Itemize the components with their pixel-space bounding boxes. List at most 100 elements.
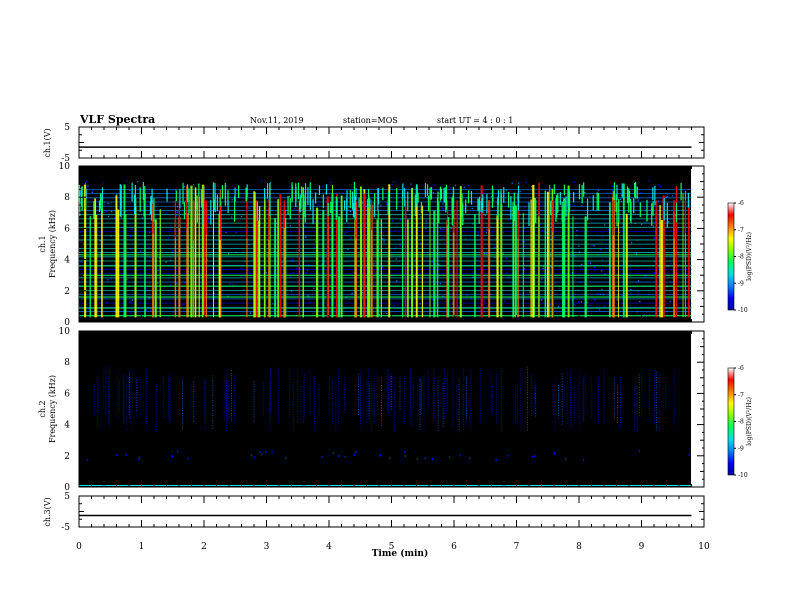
spec1-noise-pixel [550,223,552,225]
spec1-noise-pixel [637,280,640,282]
spec1-noise-pixel [674,264,676,266]
spec1-noise-pixel [617,295,619,297]
spec1-noise-pixel [352,271,355,273]
spec1-noise-pixel [541,278,543,280]
spec1-noise-pixel [571,227,573,229]
spec1-noise-pixel [643,314,645,316]
spec1-noise-pixel [586,230,588,232]
spec1-ytick-label: 10 [59,162,71,172]
spec1-noise-pixel [584,191,586,194]
spec1-noise-pixel [669,300,671,302]
spec2-low-pixel [638,449,640,452]
spec1-noise-pixel [176,206,178,208]
spec1-noise-pixel [314,247,316,249]
spec1-noise-pixel [431,187,433,189]
spec1-noise-pixel [505,257,508,259]
spec1-noise-pixel [108,215,110,218]
spec1-noise-pixel [390,230,392,232]
spec2-ytick-label: 2 [64,452,70,462]
spec1-noise-pixel [244,275,246,278]
ch1-ytick-top: 5 [64,123,70,133]
spec1-noise-pixel [604,218,606,221]
spec1-noise-pixel [288,195,291,197]
spec1-noise-pixel [675,215,677,217]
spec1-noise-pixel [217,230,219,232]
spec1-noise-pixel [569,204,572,206]
spec2-low-pixel [254,456,256,459]
spec1-noise-pixel [248,243,250,246]
spec1-noise-pixel [249,312,252,314]
spec1-noise-pixel [523,241,525,243]
spec1-noise-pixel [540,299,543,301]
spec1-noise-pixel [374,272,376,274]
spec1-noise-pixel [570,195,572,197]
spec1-noise-pixel [116,207,119,209]
spec1-noise-pixel [86,260,88,263]
spec2-low-pixel [332,452,334,455]
spec1-noise-pixel [140,308,142,310]
spec1-noise-pixel [280,213,282,215]
spec1-noise-pixel [131,228,133,230]
spec1-noise-pixel [479,210,481,212]
spec1-noise-pixel [79,231,82,233]
spec1-noise-pixel [183,186,185,188]
spec2-low-pixel [553,452,556,455]
spec1-noise-pixel [291,293,293,295]
spec1-noise-pixel [207,220,210,222]
spec1-noise-pixel [87,308,89,310]
spec1-noise-pixel [425,228,427,230]
ch3-ytick-top: 5 [64,492,70,502]
spec1-noise-pixel [487,284,489,286]
spec1-noise-pixel [396,280,398,282]
spec1-noise-pixel [304,225,306,227]
spec1-noise-pixel [241,236,243,238]
spec1-noise-pixel [529,245,531,247]
spec1-noise-pixel [91,191,93,193]
spec1-noise-pixel [430,262,432,264]
spec2-low-pixel [250,453,253,456]
spec1-noise-pixel [546,232,548,234]
spec1-noise-pixel [599,248,601,251]
spec1-noise-pixel [395,258,397,260]
spec1-noise-pixel [244,227,246,229]
spec1-noise-pixel [345,211,347,213]
spec2-low-pixel [459,454,461,457]
spec1-noise-pixel [220,246,223,248]
x-tick-label: 10 [698,542,710,552]
spec1-noise-pixel [394,229,397,232]
spec2-low-pixel [354,453,356,456]
spec1-noise-pixel [410,183,412,185]
spec1-noise-pixel [606,191,608,193]
spec1-noise-pixel [578,301,580,303]
spec1-noise-pixel [611,190,614,192]
spec1-noise-pixel [439,283,441,285]
spec1-noise-pixel [87,185,89,187]
spec1-noise-pixel [184,212,186,215]
spec1-noise-pixel [380,204,382,206]
spec1-noise-pixel [359,255,361,257]
spec1-noise-pixel [160,287,163,289]
spec1-noise-pixel [232,284,234,286]
spec1-noise-pixel [382,238,384,240]
spec1-noise-pixel [648,180,650,182]
spec1-noise-pixel [639,192,641,194]
spec1-noise-pixel [313,287,315,289]
x-tick-label: 5 [389,542,395,552]
spec1-noise-pixel [485,252,488,255]
spec1-noise-pixel [668,218,670,220]
spec1-noise-pixel [146,204,148,206]
spec1-noise-pixel [549,265,551,267]
spec1-noise-pixel [502,253,505,255]
spec1-noise-pixel [463,186,466,188]
spec1-noise-pixel [441,207,444,209]
spec1-noise-pixel [509,223,512,225]
spec1-ytick-label: 4 [64,256,70,266]
spec1-noise-pixel [644,275,646,278]
spec1-noise-pixel [269,181,272,184]
spec1-noise-pixel [96,234,99,236]
spec1-noise-pixel [349,210,351,213]
spec1-noise-pixel [453,206,456,208]
spec1-noise-pixel [413,259,416,262]
spec1-noise-pixel [540,208,542,211]
spec1-noise-pixel [394,248,396,250]
